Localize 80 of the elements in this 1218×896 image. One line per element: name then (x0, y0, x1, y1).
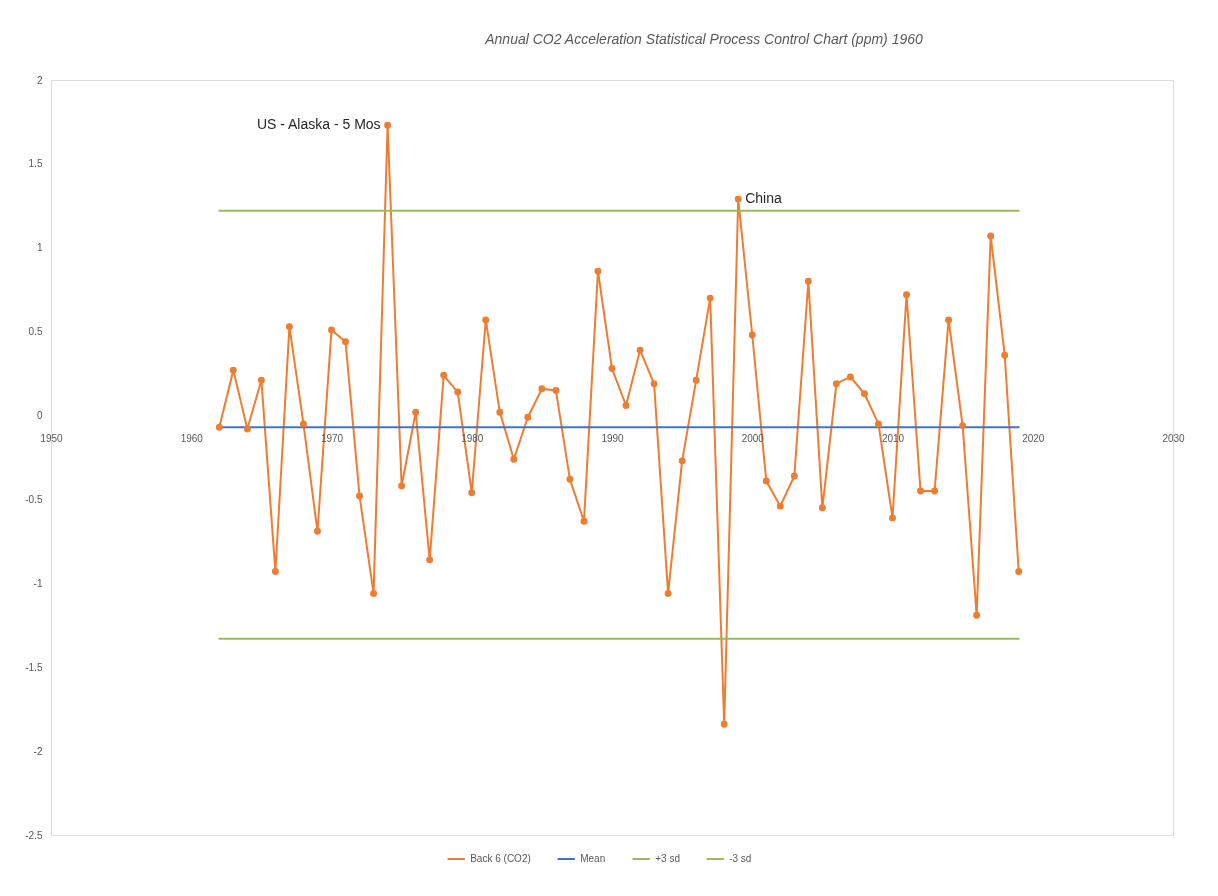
point (889, 514, 896, 522)
point (762, 477, 770, 485)
point (285, 323, 293, 331)
point (342, 338, 349, 346)
y-tick-label: 0 (36, 410, 43, 422)
point (903, 291, 910, 299)
point (314, 527, 321, 535)
legend-label: Mean (580, 853, 606, 864)
x-tick-label: 1990 (601, 433, 625, 445)
y-tick-label: -2 (33, 745, 43, 757)
point (1015, 568, 1023, 576)
point (1001, 351, 1009, 359)
point (412, 408, 420, 416)
point (229, 366, 237, 374)
point (594, 267, 602, 275)
y-tick-label: -0.5 (25, 493, 43, 505)
point (552, 386, 560, 394)
legend-label: +3 sd (655, 853, 680, 864)
point (496, 408, 504, 416)
point (580, 517, 588, 525)
point (426, 556, 434, 564)
point (510, 455, 518, 463)
chart-title: Annual CO2 Acceleration Statistical Process Control Chart (ppm) 1960 (484, 31, 923, 47)
x-tick-label: 2030 (1162, 433, 1186, 445)
point (524, 413, 532, 421)
point (215, 423, 223, 431)
x-tick-label: 1950 (40, 433, 64, 445)
point (832, 380, 840, 388)
point (860, 390, 868, 398)
point (945, 316, 953, 324)
point (538, 385, 546, 393)
point (257, 376, 265, 384)
point (987, 232, 995, 240)
point (398, 482, 406, 490)
point (370, 589, 378, 597)
point (468, 489, 476, 497)
point (776, 502, 784, 510)
y-tick-label: 2 (36, 74, 43, 86)
point (748, 331, 756, 339)
point (664, 589, 672, 597)
y-tick-label: 1 (36, 242, 43, 254)
annotation: US - Alaska - 5 Mos (256, 116, 381, 133)
point (384, 121, 392, 129)
point (356, 492, 364, 500)
x-tick-label: 1960 (180, 433, 204, 445)
point (608, 365, 616, 373)
point (706, 294, 714, 302)
point (482, 316, 490, 324)
point (636, 346, 644, 354)
legend-label: Back 6 (CO2) (470, 853, 531, 864)
point (440, 371, 448, 379)
point (875, 420, 882, 428)
point (299, 420, 307, 428)
point (818, 504, 826, 512)
point (622, 402, 630, 409)
point (271, 568, 279, 576)
point (720, 720, 728, 728)
point (917, 487, 925, 495)
point (790, 472, 798, 480)
point (804, 277, 812, 285)
point (650, 380, 658, 388)
point (846, 373, 854, 381)
point (959, 422, 967, 430)
y-tick-label: 1.5 (28, 158, 43, 170)
point (566, 475, 574, 483)
point (973, 611, 981, 619)
x-tick-label: 2020 (1022, 433, 1045, 445)
y-tick-label: -2.5 (25, 829, 43, 841)
legend-label: -3 sd (729, 853, 752, 864)
point (931, 487, 939, 495)
point (734, 195, 742, 203)
y-tick-label: 0.5 (28, 326, 43, 338)
point (692, 376, 700, 384)
point (243, 425, 251, 433)
point (454, 388, 462, 396)
y-tick-label: -1 (33, 577, 43, 589)
annotation: China (745, 190, 783, 207)
point (328, 326, 335, 334)
point (678, 457, 686, 465)
y-tick-label: -1.5 (25, 661, 43, 673)
